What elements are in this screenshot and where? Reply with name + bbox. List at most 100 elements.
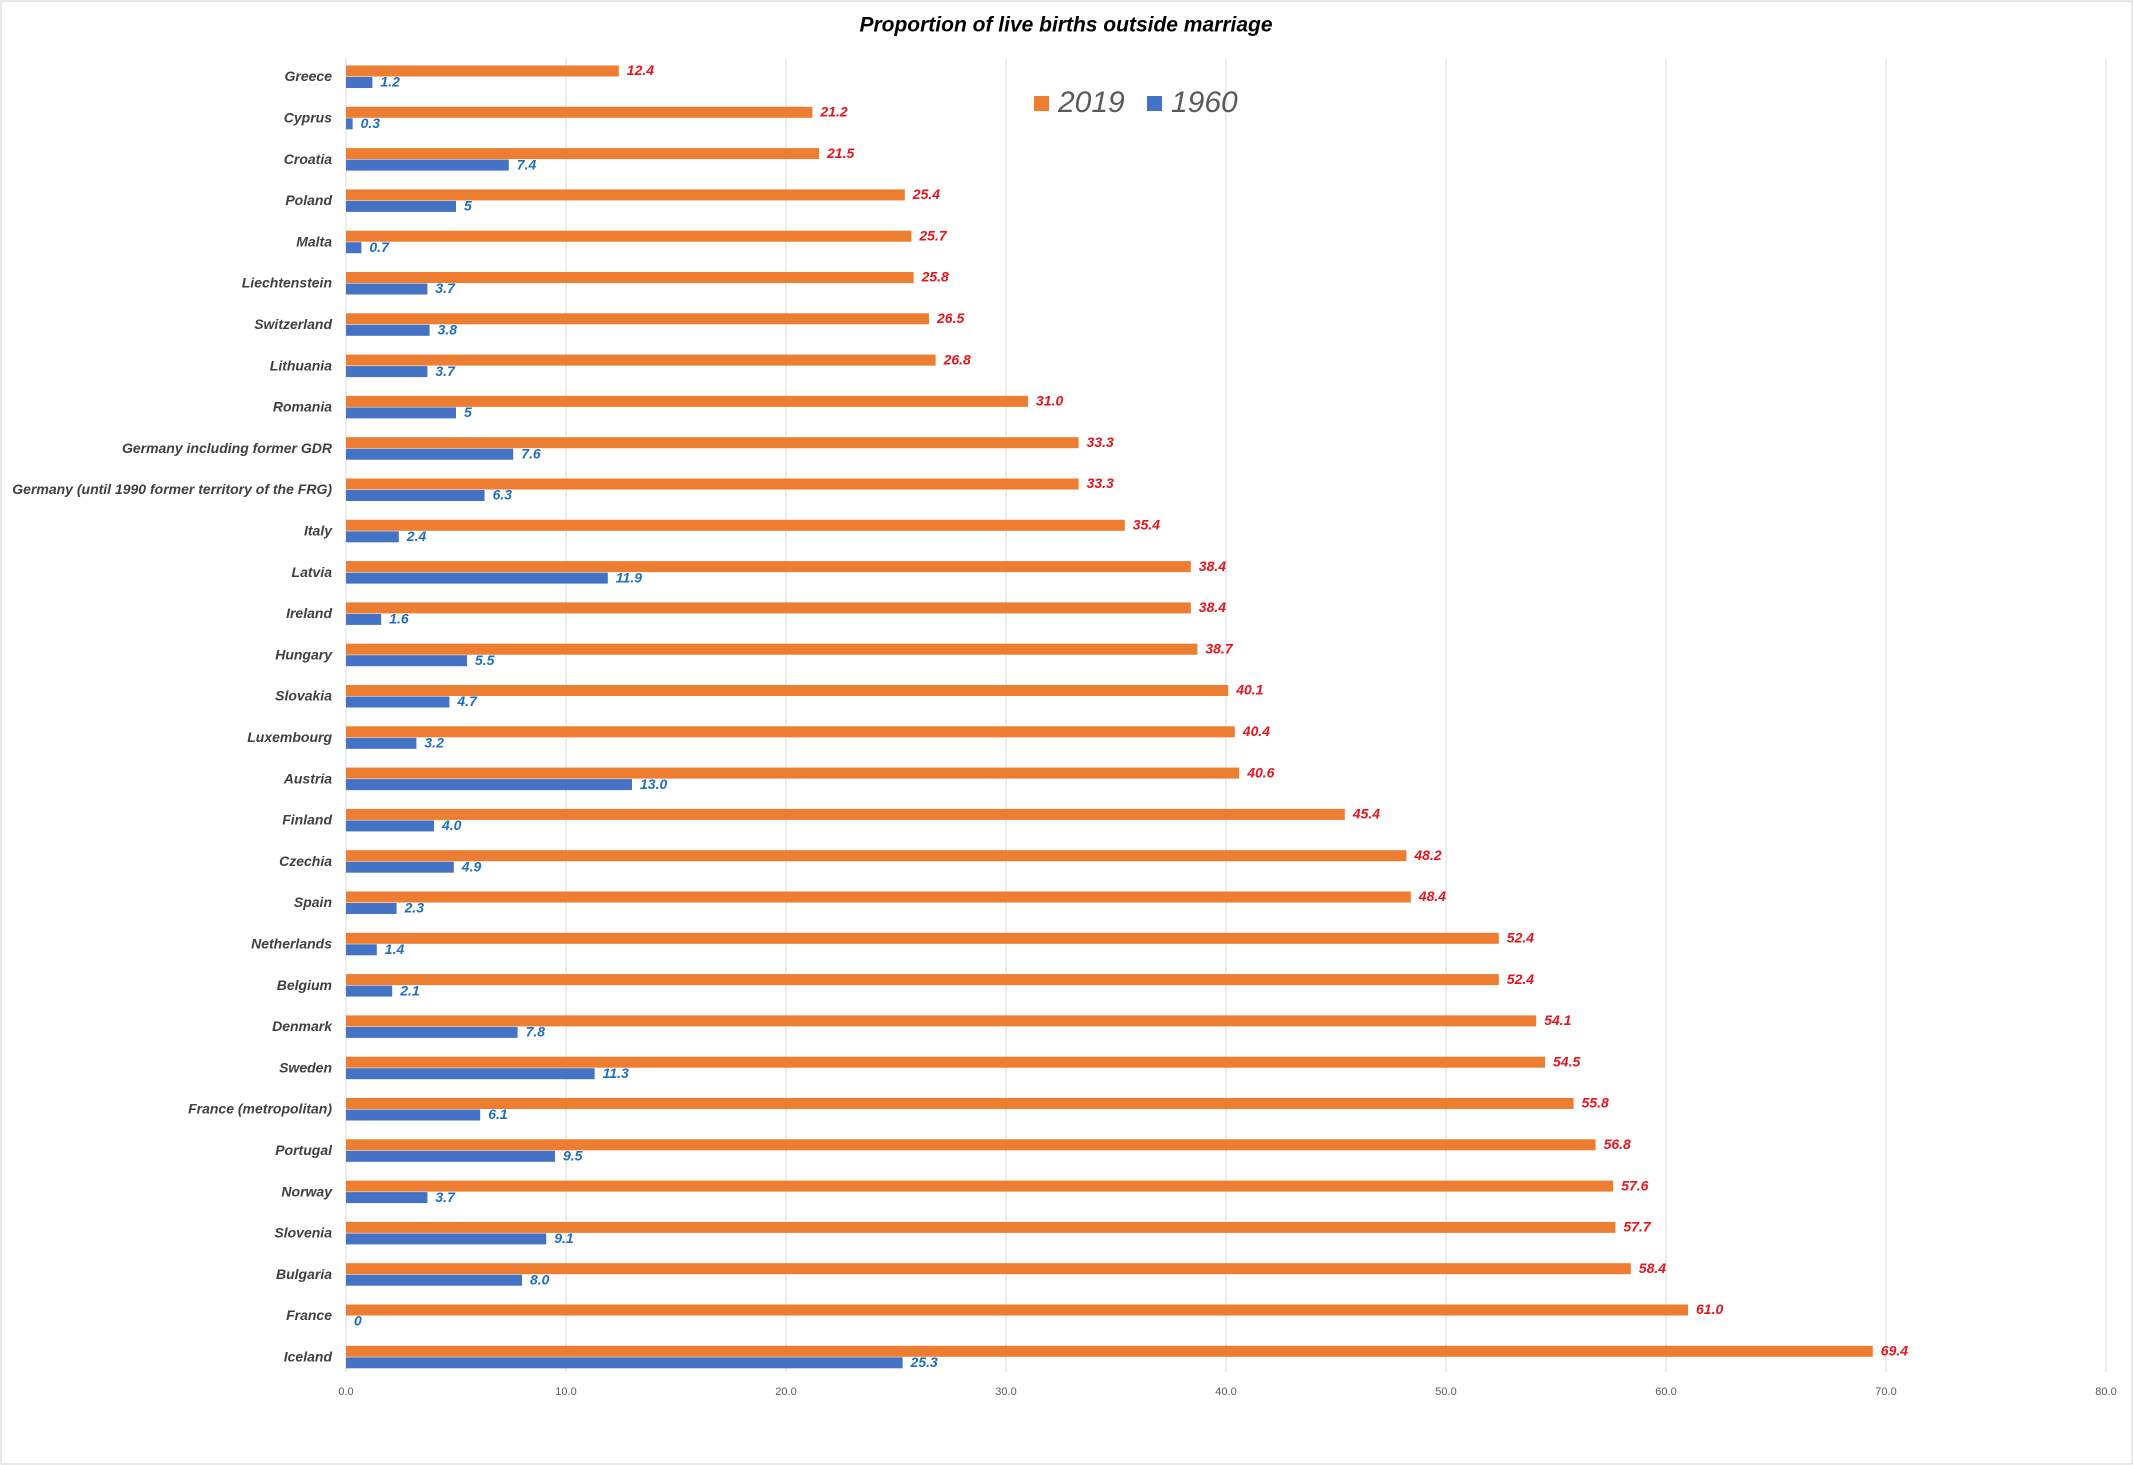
y-tick-label: Slovakia	[275, 688, 332, 704]
bar	[346, 861, 454, 873]
value-label: 5.5	[475, 652, 495, 668]
bar	[346, 189, 905, 201]
bar	[346, 1357, 903, 1369]
value-label: 0.3	[361, 115, 381, 131]
value-label: 3.7	[435, 280, 456, 296]
value-label: 1.2	[380, 74, 400, 90]
value-label: 1.6	[389, 611, 409, 627]
value-label: 25.4	[912, 186, 940, 202]
y-tick-label: Greece	[285, 68, 333, 84]
x-tick-label: 30.0	[995, 1386, 1016, 1398]
bar	[346, 932, 1499, 944]
bar	[346, 366, 428, 378]
value-label: 57.7	[1623, 1219, 1651, 1235]
x-tick-label: 40.0	[1215, 1386, 1236, 1398]
bar	[346, 354, 936, 366]
y-tick-label: Czechia	[279, 853, 332, 869]
value-label: 31.0	[1036, 393, 1063, 409]
value-label: 5	[464, 404, 472, 420]
value-label: 52.4	[1507, 930, 1534, 946]
value-label: 55.8	[1582, 1095, 1609, 1111]
bar	[346, 903, 397, 914]
value-label: 38.4	[1199, 599, 1226, 615]
bar	[346, 1304, 1688, 1316]
value-label: 56.8	[1604, 1136, 1631, 1152]
value-label: 9.1	[554, 1230, 574, 1246]
value-label: 48.2	[1413, 847, 1441, 863]
bar	[346, 313, 929, 325]
x-tick-label: 20.0	[775, 1386, 796, 1398]
bar	[346, 850, 1407, 862]
bar	[346, 519, 1125, 531]
y-tick-label: Denmark	[272, 1018, 333, 1034]
bar	[346, 891, 1411, 903]
bar	[346, 1026, 518, 1038]
y-tick-label: Belgium	[277, 977, 332, 993]
bar	[346, 726, 1235, 738]
y-tick-label: Slovenia	[274, 1225, 332, 1241]
bar	[346, 1139, 1596, 1151]
x-tick-label: 50.0	[1435, 1386, 1456, 1398]
bar	[346, 1180, 1614, 1192]
bar	[346, 148, 819, 160]
y-tick-label: Luxembourg	[247, 729, 332, 745]
value-label: 13.0	[640, 776, 667, 792]
value-label: 4.0	[441, 817, 462, 833]
bar	[346, 572, 608, 584]
bar	[346, 974, 1499, 986]
bar	[346, 478, 1079, 490]
value-label: 33.3	[1087, 475, 1114, 491]
value-label: 12.4	[627, 62, 654, 78]
value-label: 7.4	[517, 156, 537, 172]
bar	[346, 655, 467, 667]
value-label: 40.6	[1246, 764, 1274, 780]
y-tick-label: Croatia	[284, 151, 332, 167]
bar	[346, 1263, 1631, 1275]
bar	[346, 106, 813, 118]
value-label: 25.8	[921, 269, 949, 285]
bar	[346, 1345, 1873, 1357]
bar	[346, 230, 912, 242]
value-label: 3.2	[424, 735, 444, 751]
bar	[346, 272, 914, 283]
legend-swatch	[1034, 96, 1049, 111]
bar	[346, 1274, 522, 1286]
bar	[346, 531, 399, 543]
value-label: 21.2	[819, 104, 847, 120]
value-label: 57.6	[1621, 1177, 1648, 1193]
bar	[346, 944, 377, 956]
y-tick-label: France	[286, 1307, 332, 1323]
y-tick-label: Sweden	[279, 1059, 332, 1075]
value-label: 8.0	[530, 1271, 550, 1287]
bar	[346, 820, 434, 832]
value-label: 40.1	[1235, 682, 1263, 698]
value-label: 7.8	[526, 1024, 546, 1040]
value-label: 3.8	[438, 322, 458, 338]
bar	[346, 200, 456, 212]
bar	[346, 613, 382, 625]
bar	[346, 437, 1079, 449]
bar	[346, 1068, 595, 1080]
value-label: 45.4	[1352, 806, 1380, 822]
value-label: 52.4	[1507, 971, 1534, 987]
value-label: 61.0	[1696, 1301, 1723, 1317]
y-tick-label: France (metropolitan)	[188, 1101, 332, 1117]
bar	[346, 685, 1229, 696]
x-tick-label: 70.0	[1875, 1386, 1896, 1398]
y-tick-label: Poland	[285, 192, 332, 208]
legend-label: 1960	[1171, 86, 1238, 119]
x-tick-label: 10.0	[555, 1386, 576, 1398]
y-tick-label: Germany (until 1990 former territory of …	[12, 481, 332, 497]
bar	[346, 737, 417, 749]
y-tick-label: Malta	[296, 233, 332, 249]
value-label: 25.3	[910, 1354, 938, 1370]
y-tick-label: Austria	[283, 770, 332, 786]
x-tick-label: 60.0	[1655, 1386, 1676, 1398]
value-label: 26.8	[943, 351, 971, 367]
y-tick-label: Bulgaria	[276, 1266, 332, 1282]
value-label: 33.3	[1087, 434, 1114, 450]
y-tick-label: Spain	[294, 894, 332, 910]
y-tick-label: Germany including former GDR	[122, 440, 333, 456]
bar	[346, 767, 1240, 779]
